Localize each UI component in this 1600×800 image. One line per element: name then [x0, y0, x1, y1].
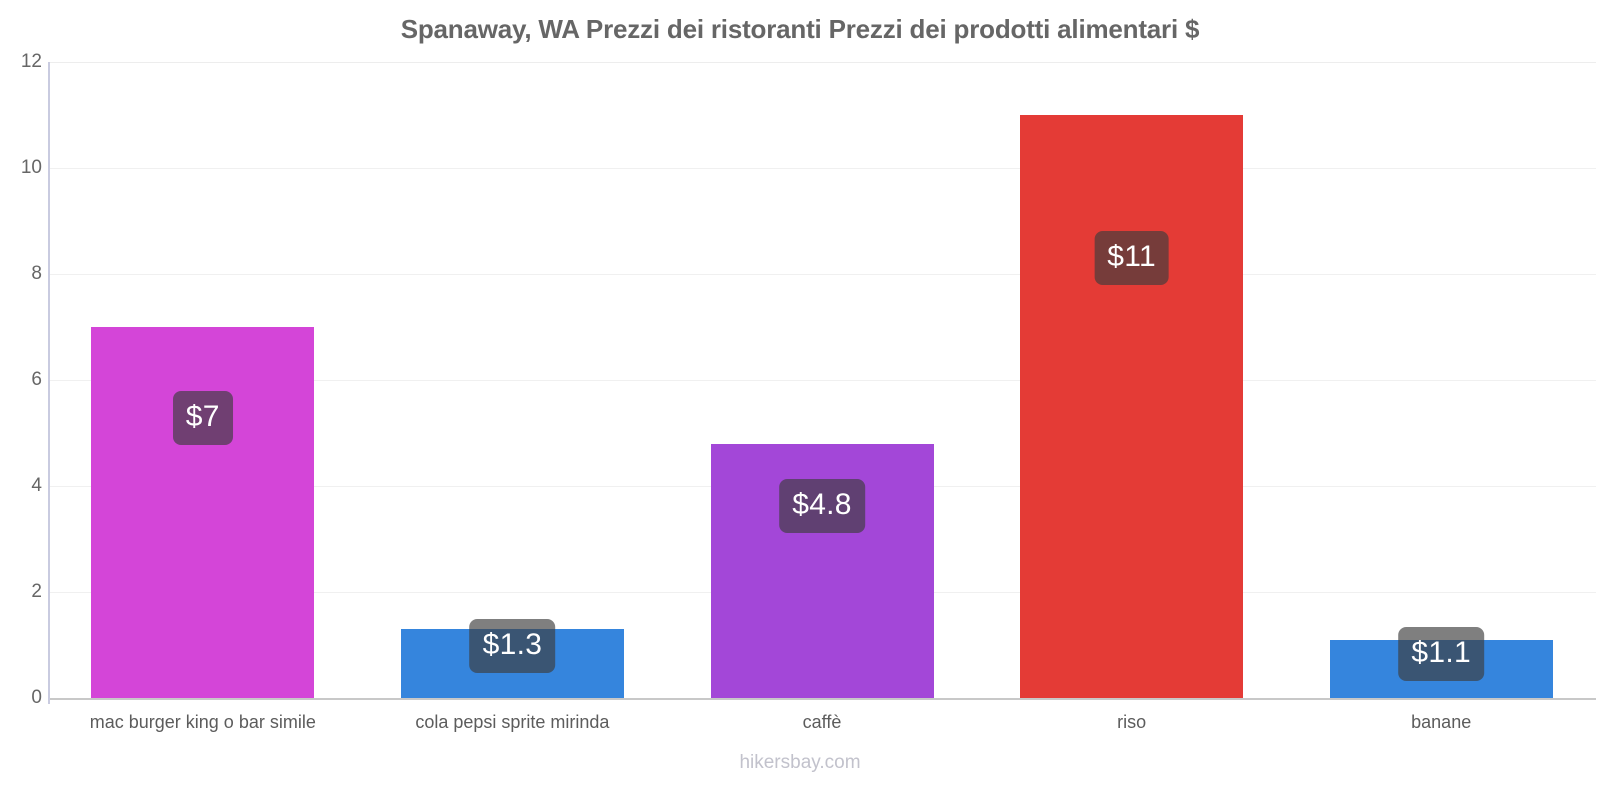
bar[interactable]: [91, 327, 315, 698]
y-axis-tick-label: 10: [20, 157, 42, 178]
y-axis-line: [48, 62, 50, 704]
x-axis-tick-label: banane: [1411, 712, 1472, 732]
y-axis-tick-label: 12: [20, 51, 42, 72]
plot-area: $7 $1.3 $4.8 $11 $1.1: [48, 62, 1596, 700]
y-axis-tick-label: 0: [31, 687, 42, 708]
x-axis-tick-label: mac burger king o bar simile: [89, 712, 316, 732]
x-axis-tick-label: riso: [1117, 712, 1147, 732]
bar-value-label: $1.3: [469, 618, 556, 673]
bar[interactable]: [1020, 115, 1244, 698]
y-axis-tick-label: 4: [31, 475, 42, 496]
y-axis-tick-label: 6: [31, 369, 42, 390]
gridline: [48, 168, 1596, 169]
bar-value-label: $4.8: [779, 478, 865, 533]
chart-title: Spanaway, WA Prezzi dei ristoranti Prezz…: [400, 14, 1200, 44]
bar-value-label: $11: [1094, 230, 1169, 285]
y-axis-tick-label: 8: [31, 263, 42, 284]
footer-credit: hikersbay.com: [739, 752, 861, 773]
gridline: [48, 380, 1596, 381]
bar-value-label: $7: [172, 390, 233, 445]
y-axis-tick-label: 2: [31, 581, 42, 602]
gridline: [48, 274, 1596, 275]
gridline: [48, 698, 1596, 700]
x-axis-tick-label: cola pepsi sprite mirinda: [415, 712, 610, 732]
gridline: [48, 62, 1596, 63]
bar-value-label: $1.1: [1398, 626, 1484, 681]
x-axis-tick-label: caffè: [802, 712, 842, 732]
